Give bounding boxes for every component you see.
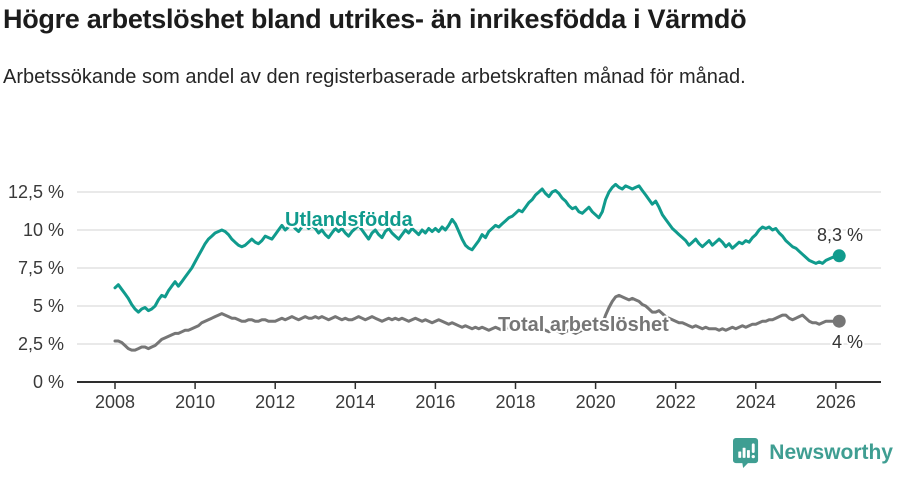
series-line	[113, 293, 841, 352]
x-axis-tick-label: 2024	[736, 392, 776, 412]
series-end-value-label: 8,3 %	[817, 225, 863, 245]
series-end-dot	[832, 314, 846, 328]
series-end-value-label: 4 %	[832, 332, 863, 352]
x-axis-tick-label: 2018	[495, 392, 535, 412]
series-name-label: Utlandsfödda	[285, 209, 414, 231]
y-axis-tick-label: 0 %	[33, 372, 64, 392]
series-line	[113, 182, 841, 314]
newsworthy-attribution: Newsworthy	[733, 438, 893, 468]
x-axis-tick-label: 2016	[415, 392, 455, 412]
newsworthy-logo-icon	[733, 438, 760, 468]
y-axis-tick-label: 2,5 %	[18, 334, 64, 354]
x-axis-tick-label: 2014	[335, 392, 375, 412]
y-axis-tick-label: 10 %	[23, 220, 64, 240]
x-axis-tick-label: 2010	[175, 392, 215, 412]
x-axis-tick-label: 2012	[255, 392, 295, 412]
x-axis-tick-label: 2022	[656, 392, 696, 412]
y-axis-tick-label: 5 %	[33, 296, 64, 316]
page-title: Högre arbetslöshet bland utrikes- än inr…	[3, 4, 747, 34]
series-end-dot	[832, 249, 846, 263]
x-axis-tick-label: 2026	[816, 392, 856, 412]
y-axis-tick-label: 7,5 %	[18, 258, 64, 278]
series-name-label: Total arbetslöshet	[498, 314, 669, 336]
chart-subtitle: Arbetssökande som andel av den registerb…	[3, 66, 746, 88]
y-axis-tick-label: 12,5 %	[8, 182, 64, 202]
brand-name: Newsworthy	[769, 441, 893, 464]
x-axis-tick-label: 2020	[576, 392, 616, 412]
x-axis-tick-label: 2008	[95, 392, 135, 412]
